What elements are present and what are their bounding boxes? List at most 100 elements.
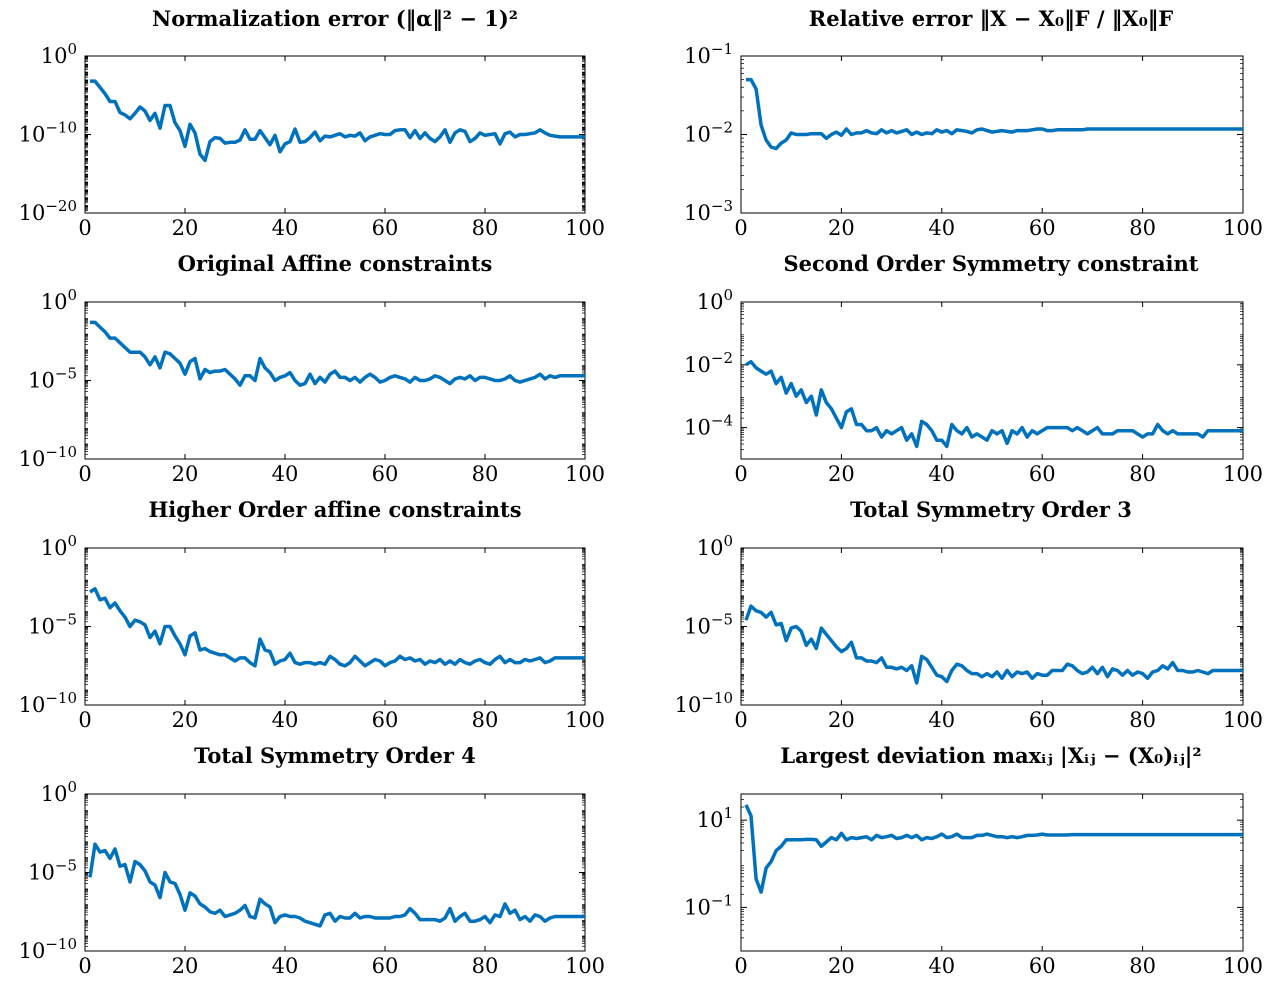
x-tick-label: 100 [565, 708, 605, 732]
plot-frame [84, 793, 586, 952]
x-tick-label: 40 [272, 216, 299, 240]
chart-title: Largest deviation maxᵢⱼ |Xᵢⱼ − (X₀)ᵢⱼ|² [780, 743, 1201, 768]
series-line [88, 842, 585, 928]
plot-frame [84, 547, 586, 706]
chart-panel-8: Largest deviation maxᵢⱼ |Xᵢⱼ − (X₀)ᵢⱼ|² 0… [684, 743, 1263, 978]
chart-panel-4: Second Order Symmetry constraint 0 20 40 60 8… [684, 251, 1263, 486]
series-line [746, 77, 1243, 151]
x-tick-label: 0 [734, 216, 747, 240]
series-line [745, 359, 1243, 449]
x-tick-label: 0 [78, 954, 91, 978]
x-tick-label: 0 [78, 216, 91, 240]
x-tick-label: 0 [78, 462, 91, 486]
y-tick-label: 10−3 [684, 197, 733, 225]
x-tick-label: 20 [828, 954, 855, 978]
x-tick-label: 0 [734, 954, 747, 978]
y-tick-label: 10−10 [19, 935, 77, 963]
y-tick-label: 10−5 [28, 611, 77, 639]
x-tick-label: 20 [828, 462, 855, 486]
y-tick-label: 10−1 [684, 40, 733, 68]
x-tick-label: 40 [928, 954, 955, 978]
y-tick-label: 100 [41, 286, 77, 314]
y-tick-label: 10−20 [19, 197, 77, 225]
x-tick-label: 40 [272, 462, 299, 486]
x-tick-label: 100 [1223, 954, 1263, 978]
y-tick-label: 100 [41, 532, 77, 560]
x-tick-label: 60 [1029, 708, 1056, 732]
chart-panel-3: Original Affine constraints 0 20 40 60 80 100 1… [19, 251, 605, 486]
y-tick-label: 10−2 [684, 119, 733, 147]
y-tick-label: 10−4 [684, 412, 733, 440]
x-tick-label: 60 [372, 708, 399, 732]
chart-title: Original Affine constraints [178, 251, 493, 276]
x-tick-label: 80 [472, 954, 499, 978]
plot-frame [740, 793, 1244, 952]
x-tick-label: 100 [1223, 708, 1263, 732]
x-tick-label: 40 [928, 462, 955, 486]
x-tick-label: 20 [172, 708, 199, 732]
x-tick-label: 100 [565, 216, 605, 240]
y-tick-label: 100 [41, 778, 77, 806]
x-tick-label: 80 [472, 462, 499, 486]
chart-title: Second Order Symmetry constraint [783, 251, 1198, 276]
chart-title: Higher Order affine constraints [148, 497, 521, 522]
y-tick-label: 10−10 [19, 443, 77, 471]
chart-panel-2: Relative error ‖X − X₀‖F / ‖X₀‖F 0 20 40 60 8… [684, 6, 1263, 240]
chart-panel-5: Higher Order affine constraints 0 20 40 60 80… [19, 497, 605, 732]
x-tick-label: 0 [734, 462, 747, 486]
x-tick-label: 80 [472, 708, 499, 732]
x-tick-label: 40 [272, 954, 299, 978]
x-tick-label: 100 [565, 954, 605, 978]
y-tick-label: 10−1 [684, 891, 733, 919]
series-line [89, 587, 585, 668]
chart-title: Total Symmetry Order 3 [850, 497, 1132, 522]
y-tick-label: 10−5 [684, 611, 733, 639]
x-tick-label: 20 [828, 708, 855, 732]
x-tick-label: 80 [1129, 216, 1156, 240]
x-tick-label: 100 [565, 462, 605, 486]
series-line [744, 604, 1243, 685]
series-line [90, 320, 585, 387]
x-tick-label: 100 [1223, 462, 1263, 486]
series-line [744, 804, 1243, 894]
plot-frame [84, 301, 586, 460]
chart-panel-7: Total Symmetry Order 4 0 20 40 60 80 100 10−10 1… [19, 743, 605, 978]
x-tick-label: 60 [372, 954, 399, 978]
x-tick-label: 0 [78, 708, 91, 732]
x-tick-label: 80 [1129, 954, 1156, 978]
x-tick-label: 80 [472, 216, 499, 240]
x-tick-label: 60 [372, 462, 399, 486]
x-tick-label: 60 [1029, 216, 1056, 240]
x-tick-label: 40 [928, 708, 955, 732]
series-line [90, 79, 585, 163]
chart-title: Total Symmetry Order 4 [194, 743, 476, 768]
y-tick-label: 10−10 [675, 689, 733, 717]
x-tick-label: 20 [172, 954, 199, 978]
x-tick-label: 0 [734, 708, 747, 732]
y-tick-label: 10−10 [19, 119, 77, 147]
x-tick-label: 80 [1129, 462, 1156, 486]
y-tick-label: 10−5 [28, 365, 77, 393]
chart-panel-1: Normalization error (‖α‖² − 1)² 0 20 40 60 80… [19, 6, 605, 240]
chart-title: Relative error ‖X − X₀‖F / ‖X₀‖F [809, 6, 1174, 31]
y-tick-label: 100 [697, 532, 733, 560]
x-tick-label: 60 [372, 216, 399, 240]
x-tick-label: 20 [172, 216, 199, 240]
y-tick-label: 10−5 [28, 857, 77, 885]
chart-title: Normalization error (‖α‖² − 1)² [152, 6, 518, 31]
x-tick-label: 20 [828, 216, 855, 240]
y-tick-label: 10−2 [684, 349, 733, 377]
x-tick-label: 40 [928, 216, 955, 240]
y-tick-label: 101 [697, 804, 733, 832]
y-tick-label: 10−10 [19, 689, 77, 717]
x-tick-label: 60 [1029, 954, 1056, 978]
x-tick-label: 20 [172, 462, 199, 486]
plot-frame [740, 301, 1244, 460]
plot-frame [740, 547, 1244, 706]
x-tick-label: 80 [1129, 708, 1156, 732]
chart-panel-6: Total Symmetry Order 3 0 20 40 60 80 100 10−10 1… [675, 497, 1263, 732]
x-tick-label: 40 [272, 708, 299, 732]
x-tick-label: 100 [1223, 216, 1263, 240]
y-tick-label: 100 [697, 286, 733, 314]
